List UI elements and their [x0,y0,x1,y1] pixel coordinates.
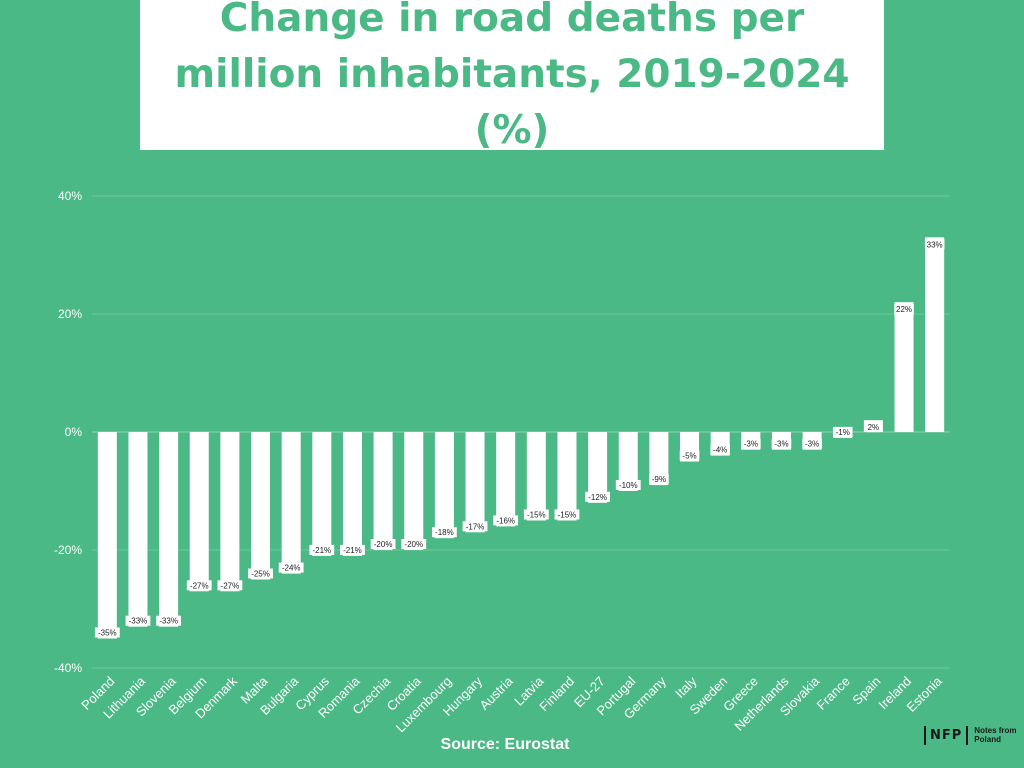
data-label: -10% [619,481,638,490]
bar [251,432,271,580]
data-label: 22% [896,305,912,314]
data-label: -27% [190,581,209,590]
bar [220,432,240,592]
bar [649,432,669,486]
bar [128,432,148,627]
data-label-bg [615,480,641,490]
bar [925,237,945,432]
y-tick-label: 40% [58,189,82,203]
data-label-bg [894,304,914,315]
data-label-bg [679,450,700,461]
bar [373,432,393,550]
data-label-bg [370,539,396,549]
data-label-bg [493,515,519,526]
bar [159,432,179,627]
data-label: -4% [713,446,727,455]
logo-mark: NFP [924,725,969,745]
bar [97,432,117,639]
bar [618,432,638,491]
data-label: -3% [774,440,788,449]
category-label: Austria [477,673,517,713]
bar [496,432,516,527]
chart-title: Change in road deaths per million inhabi… [174,0,850,153]
data-label-bg [523,509,549,520]
data-label-bg [248,568,273,579]
data-label: -33% [159,617,178,626]
data-label: -1% [836,428,850,437]
data-label-bg [278,562,304,573]
bar [404,432,424,550]
source-note: Source: Eurostat [440,736,570,753]
data-label-bg [186,580,212,591]
data-label: -3% [805,440,819,449]
data-label-bg [554,509,580,520]
data-label-bg [710,444,730,455]
data-label-bg [866,422,881,433]
data-label-bg [156,615,182,626]
bar [189,432,209,592]
data-label: -15% [558,511,577,520]
data-label: -16% [496,516,515,525]
data-label: -17% [466,522,485,531]
data-label-bg [217,580,243,591]
data-label-bg [924,239,945,250]
data-label: -35% [98,629,117,638]
data-label: -5% [682,452,696,461]
data-label: -20% [374,540,393,549]
data-label: -12% [588,493,607,502]
bar [557,432,577,521]
data-label: -15% [527,511,546,520]
y-tick-label: -40% [54,661,82,675]
category-label: Estonia [904,673,946,715]
data-label: -20% [404,540,423,549]
logo-text: Notes from Poland [974,726,1017,744]
bar [342,432,362,556]
data-label-bg [401,539,427,549]
bar [434,432,454,539]
data-label: -9% [652,475,666,484]
data-label-bg [802,438,822,449]
data-label: -21% [312,546,331,555]
bar [281,432,301,574]
data-label-bg [431,527,457,538]
data-label: -21% [343,546,362,555]
data-label-bg [771,438,792,449]
data-label-bg [741,438,761,449]
bar [526,432,546,521]
data-label-bg [462,521,488,532]
y-tick-label: 20% [58,307,82,321]
data-label: -24% [282,564,301,573]
bar [312,432,332,556]
bar [588,432,608,503]
title-box: Change in road deaths per million inhabi… [140,0,884,153]
data-label-bg [340,544,365,555]
data-label: -18% [435,528,454,537]
data-label-bg [94,627,120,638]
nfp-logo: NFP Notes from Poland [924,720,1024,750]
y-tick-label: 0% [65,425,83,439]
data-label-bg [125,615,151,626]
data-label-bg [649,474,669,485]
data-label: 33% [927,240,943,249]
data-label: -3% [744,440,758,449]
data-label: 2% [868,423,880,432]
bar [894,302,914,432]
y-tick-label: -20% [54,543,82,557]
bar [465,432,485,533]
category-label: Finland [536,674,577,715]
data-label-bg [832,426,853,437]
data-label-bg [309,544,335,555]
data-label-bg [585,491,611,502]
data-label: -33% [129,617,148,626]
data-label: -27% [221,581,240,590]
data-label: -25% [251,570,270,579]
category-label: France [814,674,853,713]
